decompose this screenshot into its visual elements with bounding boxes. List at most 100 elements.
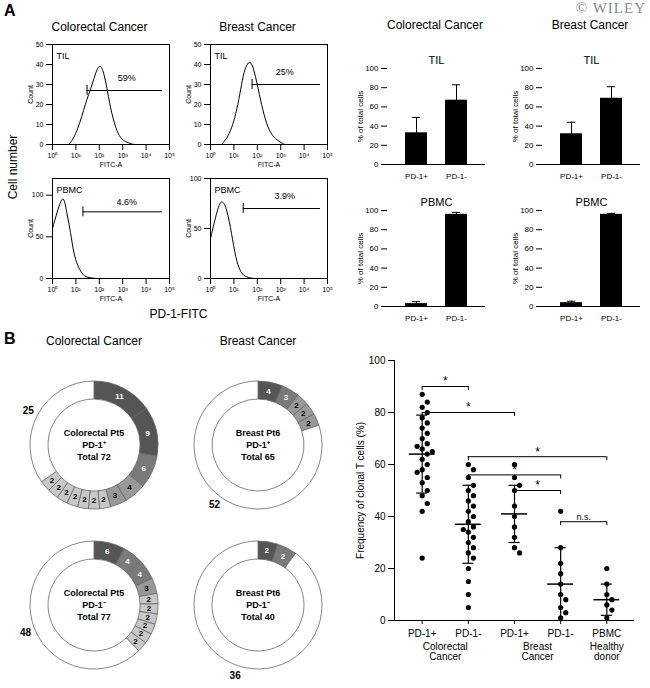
svg-text:2: 2 <box>143 621 148 630</box>
svg-text:4: 4 <box>125 557 130 566</box>
svg-text:9: 9 <box>145 429 150 438</box>
svg-text:10⁴: 10⁴ <box>299 286 310 293</box>
svg-text:% of total cells: % of total cells <box>356 91 365 143</box>
svg-text:FITC-A: FITC-A <box>100 295 123 302</box>
svg-text:0: 0 <box>198 275 202 282</box>
svg-text:Count: Count <box>27 219 34 238</box>
svg-text:10⁰: 10⁰ <box>206 152 217 159</box>
svg-text:2: 2 <box>264 546 269 555</box>
svg-text:100: 100 <box>32 191 44 198</box>
svg-text:2: 2 <box>64 488 69 497</box>
svg-text:100: 100 <box>365 64 379 73</box>
svg-text:2: 2 <box>146 595 151 604</box>
svg-text:10: 10 <box>36 121 44 128</box>
svg-text:Total 77: Total 77 <box>77 612 110 622</box>
svg-text:100: 100 <box>190 175 202 182</box>
svg-text:PD-1⁺: PD-1⁺ <box>246 440 270 450</box>
svg-text:Count: Count <box>185 85 192 104</box>
svg-text:2: 2 <box>147 604 152 613</box>
svg-text:Colorectal Pt5: Colorectal Pt5 <box>64 428 125 438</box>
svg-text:*: * <box>512 463 517 477</box>
svg-text:3: 3 <box>144 584 149 593</box>
svg-text:20: 20 <box>36 101 44 108</box>
svg-text:10³: 10³ <box>118 286 129 293</box>
svg-text:*: * <box>535 478 540 492</box>
svg-text:TIL: TIL <box>215 51 228 61</box>
svg-text:2: 2 <box>92 496 97 505</box>
svg-text:100: 100 <box>520 64 534 73</box>
svg-text:60: 60 <box>525 102 534 111</box>
svg-text:20: 20 <box>370 141 379 150</box>
svg-text:2: 2 <box>281 551 286 560</box>
svg-text:PD-1⁻: PD-1⁻ <box>82 600 106 610</box>
svg-text:% of total cells: % of total cells <box>511 91 520 143</box>
svg-text:10³: 10³ <box>118 152 129 159</box>
svg-text:80: 80 <box>370 83 379 92</box>
svg-text:4: 4 <box>127 483 132 492</box>
svg-text:Count: Count <box>185 219 192 238</box>
svg-text:TIL: TIL <box>429 54 445 66</box>
svg-text:80: 80 <box>525 83 534 92</box>
svg-text:2: 2 <box>73 492 78 501</box>
svg-text:3: 3 <box>113 491 118 500</box>
svg-text:Colorectal Pt5: Colorectal Pt5 <box>64 588 125 598</box>
svg-text:25: 25 <box>23 405 35 416</box>
svg-text:PD-1⁺: PD-1⁺ <box>82 440 106 450</box>
svg-text:40: 40 <box>194 61 202 68</box>
svg-text:Count: Count <box>27 85 34 104</box>
svg-text:10⁴: 10⁴ <box>299 152 310 159</box>
svg-text:PD-1-: PD-1- <box>446 172 467 181</box>
svg-text:0: 0 <box>380 615 386 626</box>
svg-text:25%: 25% <box>276 67 294 77</box>
svg-text:PD-1+: PD-1+ <box>408 628 437 639</box>
svg-text:FITC-A: FITC-A <box>100 161 123 168</box>
svg-text:10³: 10³ <box>276 152 287 159</box>
svg-text:PD-1-: PD-1- <box>601 172 622 181</box>
svg-text:40: 40 <box>525 264 534 273</box>
svg-text:Total 72: Total 72 <box>77 452 110 462</box>
svg-text:0: 0 <box>529 302 534 311</box>
svg-text:2: 2 <box>50 476 55 485</box>
svg-text:40: 40 <box>525 122 534 131</box>
svg-text:30: 30 <box>36 81 44 88</box>
svg-text:4.6%: 4.6% <box>117 197 138 207</box>
svg-text:60: 60 <box>525 244 534 253</box>
svg-text:36: 36 <box>230 670 242 681</box>
svg-text:2: 2 <box>101 495 106 504</box>
svg-text:Breast Pt6: Breast Pt6 <box>236 588 281 598</box>
svg-text:PD-1⁻: PD-1⁻ <box>246 600 270 610</box>
svg-text:3.9%: 3.9% <box>275 191 296 201</box>
svg-text:30: 30 <box>194 81 202 88</box>
svg-text:0: 0 <box>374 302 379 311</box>
svg-text:10²: 10² <box>94 152 105 159</box>
svg-text:PBMC: PBMC <box>576 196 608 208</box>
svg-text:10⁰: 10⁰ <box>48 152 59 159</box>
svg-text:PD-1+: PD-1+ <box>405 314 428 323</box>
svg-text:FITC-A: FITC-A <box>258 161 281 168</box>
svg-text:50: 50 <box>36 233 44 240</box>
svg-text:20: 20 <box>525 141 534 150</box>
svg-text:% of total cells: % of total cells <box>511 233 520 285</box>
svg-text:0: 0 <box>40 275 44 282</box>
svg-text:40: 40 <box>370 264 379 273</box>
svg-text:PD-1-: PD-1- <box>446 314 467 323</box>
svg-text:10⁵: 10⁵ <box>164 152 175 159</box>
svg-text:*: * <box>443 374 448 388</box>
svg-text:10⁰: 10⁰ <box>206 286 217 293</box>
svg-text:*: * <box>535 445 540 459</box>
svg-text:60: 60 <box>370 102 379 111</box>
svg-text:80: 80 <box>525 225 534 234</box>
svg-text:52: 52 <box>209 499 221 510</box>
svg-text:60: 60 <box>374 459 386 470</box>
svg-text:Total 65: Total 65 <box>241 452 274 462</box>
svg-text:PBMC: PBMC <box>57 185 84 195</box>
svg-text:0: 0 <box>40 141 44 148</box>
svg-text:10⁵: 10⁵ <box>164 286 175 293</box>
svg-text:10¹: 10¹ <box>229 286 240 293</box>
svg-text:20: 20 <box>370 283 379 292</box>
svg-text:PD-1-: PD-1- <box>455 628 481 639</box>
svg-text:% of total cells: % of total cells <box>356 233 365 285</box>
svg-text:BreastCancer: BreastCancer <box>521 641 554 662</box>
svg-text:TIL: TIL <box>584 54 600 66</box>
svg-text:20: 20 <box>194 101 202 108</box>
